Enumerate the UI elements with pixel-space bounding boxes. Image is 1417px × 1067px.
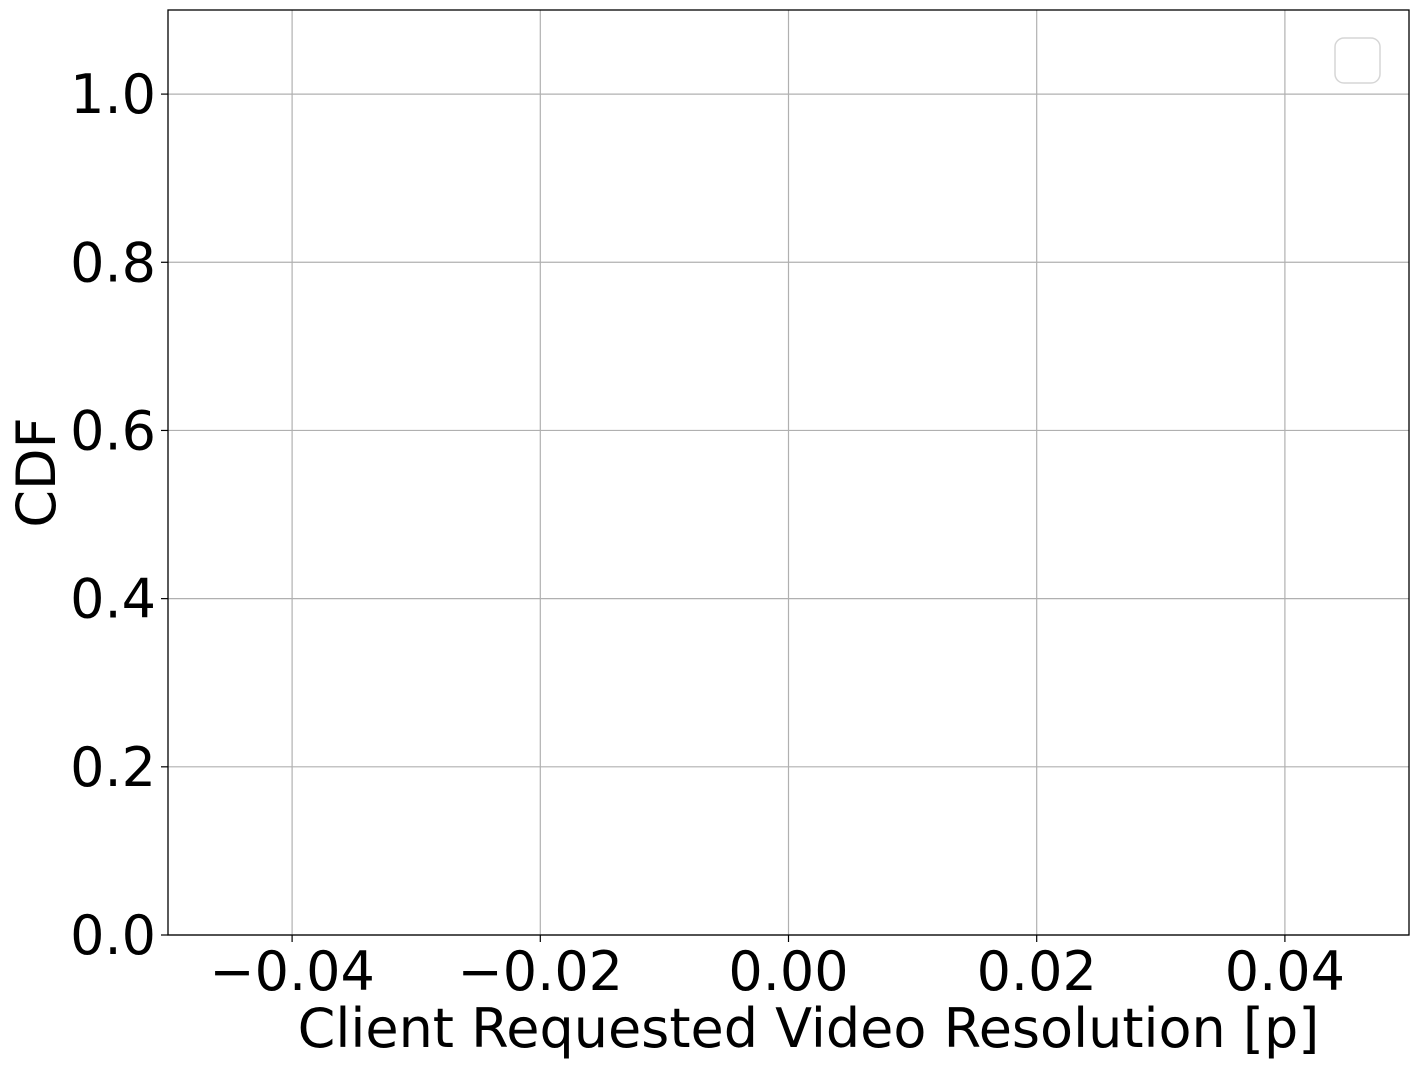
y-tick-label: 0.0: [70, 904, 156, 967]
x-tick-label: 0.04: [1225, 940, 1345, 1003]
legend-box: [1334, 37, 1381, 84]
y-tick-label: 0.4: [70, 568, 156, 631]
y-tick-label: 0.8: [70, 231, 156, 294]
x-tick-label: 0.02: [977, 940, 1097, 1003]
y-tick-label: 0.2: [70, 736, 156, 799]
x-axis-label: Client Requested Video Resolution [p]: [298, 997, 1320, 1060]
y-tick-label: 0.6: [70, 399, 156, 462]
y-axis-label: CDF: [5, 417, 68, 527]
y-tick-label: 1.0: [70, 63, 156, 126]
y-axis-ticks: 0.0 0.2 0.4 0.6 0.8 1.0: [70, 63, 168, 967]
x-tick-label: 0.00: [728, 940, 848, 1003]
grid-lines: [168, 10, 1409, 936]
x-axis-ticks: −0.04 −0.02 0.00 0.02 0.04: [209, 935, 1345, 1003]
x-tick-label: −0.04: [209, 940, 374, 1003]
x-tick-label: −0.02: [458, 940, 623, 1003]
